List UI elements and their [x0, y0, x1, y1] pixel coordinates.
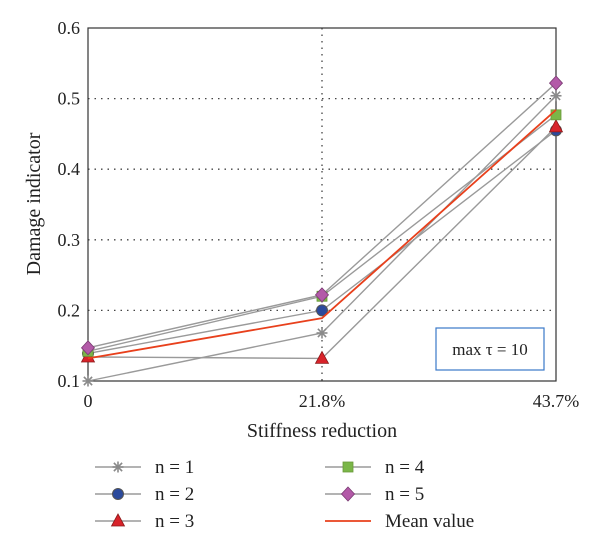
x-tick-label: 21.8%: [299, 391, 346, 411]
legend-triangle-marker: [110, 513, 126, 527]
legend-item-6: Mean value: [325, 511, 474, 532]
series-3-triangle-marker: [314, 350, 330, 364]
legend-label: n = 3: [155, 511, 194, 532]
series-3: [80, 119, 564, 364]
series-5: [80, 75, 564, 356]
annotation-text: max τ = 10: [452, 340, 527, 359]
annotation-frame: [435, 327, 545, 371]
series-2: [82, 124, 562, 360]
series-lines: [80, 75, 564, 387]
series-2-line: [87, 129, 557, 355]
legend-label: n = 2: [155, 484, 194, 505]
series-1-asterisk-marker: [550, 90, 562, 102]
series-6-line: [87, 109, 557, 360]
x-tick-label: 43.7%: [533, 391, 580, 411]
y-axis-title: Damage indicator: [23, 132, 45, 275]
series-1-asterisk-marker: [316, 327, 328, 339]
series-4: [82, 109, 562, 357]
y-tick-label: 0.4: [58, 159, 81, 179]
y-tick-label: 0.5: [58, 89, 81, 109]
y-tick-label: 0.1: [58, 371, 81, 391]
series-3-triangle-marker: [548, 119, 564, 133]
legend-asterisk-marker: [112, 461, 124, 473]
series-1-asterisk-marker: [82, 375, 94, 387]
legend-item-1: n = 1: [95, 457, 194, 478]
legend-circle-marker: [112, 488, 124, 500]
series-4-square-marker: [550, 109, 562, 121]
legend-label: n = 4: [385, 457, 425, 478]
annotation-box: max τ = 10: [435, 327, 545, 371]
y-tick-label: 0.6: [58, 18, 81, 38]
legend-label: n = 5: [385, 484, 424, 505]
axis-ticks: 0.1 0.2 0.3 0.4 0.5 0.6 0 21.8% 43.7%: [58, 18, 580, 411]
legend-label: Mean value: [385, 511, 474, 532]
legend-item-4: n = 4: [325, 457, 425, 478]
legend-item-5: n = 5: [325, 484, 424, 505]
legend: n = 1 n = 2 n = 3 n = 4 n = 5 Mean value: [95, 457, 474, 532]
legend-label: n = 1: [155, 457, 194, 478]
legend-item-2: n = 2: [95, 484, 194, 505]
series-6: [87, 109, 557, 360]
legend-square-marker: [342, 461, 354, 473]
grid-lines: [88, 28, 556, 381]
legend-item-3: n = 3: [95, 511, 194, 532]
plot-frame: [87, 27, 557, 382]
y-tick-label: 0.2: [58, 300, 81, 320]
x-axis-title: Stiffness reduction: [247, 420, 397, 442]
x-tick-label: 0: [84, 391, 93, 411]
series-2-circle-marker: [316, 304, 328, 317]
legend-diamond-marker: [340, 486, 356, 502]
series-5-diamond-marker: [548, 75, 564, 91]
series-5-diamond-marker: [80, 340, 96, 356]
y-tick-label: 0.3: [58, 230, 81, 250]
series-5-diamond-marker: [314, 287, 330, 303]
